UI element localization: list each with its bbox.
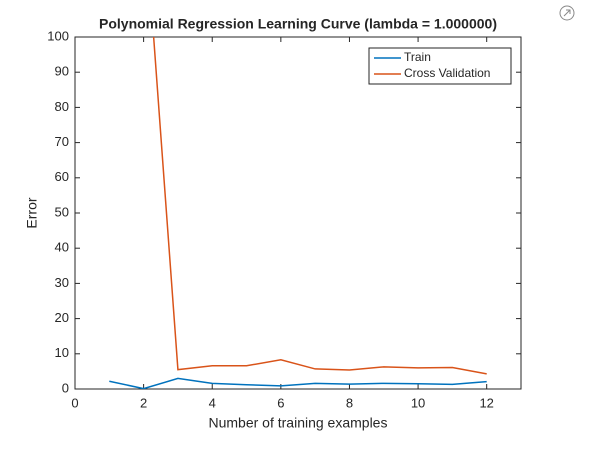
y-tick-label: 0	[62, 380, 69, 395]
series-line	[152, 37, 487, 375]
y-tick-label: 80	[55, 99, 69, 114]
y-tick-label: 40	[55, 240, 69, 255]
x-axis-label: Number of training examples	[209, 415, 388, 431]
x-tick-label: 4	[209, 395, 216, 410]
x-tick-label: 0	[71, 395, 78, 410]
legend-label: Cross Validation	[404, 66, 490, 80]
y-tick-label: 30	[55, 275, 69, 290]
chart-title: Polynomial Regression Learning Curve (la…	[99, 16, 497, 32]
y-tick-label: 90	[55, 64, 69, 79]
x-tick-label: 10	[411, 395, 425, 410]
toolbar-icon[interactable]	[559, 5, 575, 21]
y-tick-label: 60	[55, 169, 69, 184]
series-group	[109, 37, 487, 389]
series-line	[109, 377, 487, 389]
legend-label: Train	[404, 50, 431, 64]
x-tick-label: 6	[277, 395, 284, 410]
x-tick-label: 12	[479, 395, 493, 410]
y-tick-label: 10	[55, 345, 69, 360]
y-tick-label: 20	[55, 310, 69, 325]
y-axis-label: Error	[24, 197, 40, 228]
x-tick-label: 8	[346, 395, 353, 410]
x-tick-label: 2	[140, 395, 147, 410]
legend-box	[368, 47, 512, 85]
y-tick-label: 70	[55, 134, 69, 149]
y-tick-label: 50	[55, 204, 69, 219]
y-tick-label: 100	[47, 28, 69, 43]
legend: Train Cross Validation	[368, 47, 512, 85]
